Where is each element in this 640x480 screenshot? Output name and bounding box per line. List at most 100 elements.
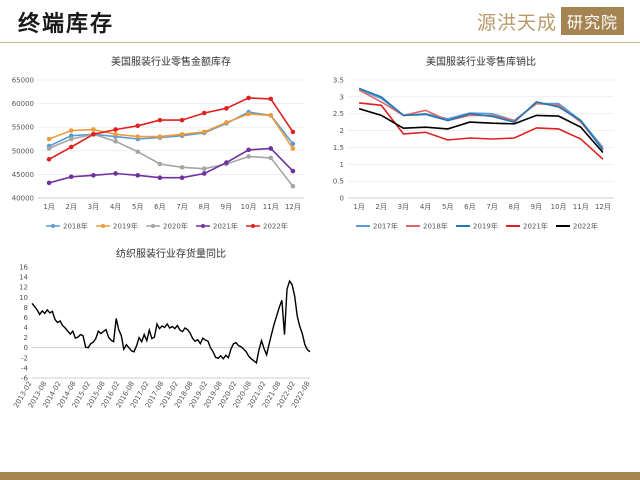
data-point (179, 175, 185, 181)
data-point (268, 96, 274, 102)
data-point (268, 113, 274, 118)
x-tick-label: 2月 (376, 203, 387, 211)
x-tick-label: 3月 (88, 203, 99, 211)
legend-label: 2019年 (113, 222, 138, 231)
data-point (290, 141, 296, 147)
data-point (179, 165, 185, 170)
data-point (224, 106, 229, 111)
x-tick-label: 6月 (154, 203, 165, 211)
data-point (290, 146, 296, 151)
x-tick-label: 7月 (176, 203, 187, 211)
data-point (135, 149, 141, 155)
legend-marker (101, 224, 105, 228)
y-tick-label: 50000 (12, 147, 34, 155)
x-tick-label: 10月 (241, 203, 257, 211)
logo-text: 源洪天成 (476, 11, 557, 34)
series-line (48, 113, 294, 149)
series-line (358, 87, 604, 151)
data-point (179, 131, 185, 137)
retail-inventory-chart: 美国服装行业零售金额库存 40000 45000 50000 55000 60000 650… (12, 55, 304, 231)
data-point (157, 175, 163, 181)
chart-title: 美国服装行业零售金额库存 (111, 55, 231, 68)
data-point (68, 136, 74, 142)
data-point (201, 166, 207, 172)
y-tick-label: 0 (340, 195, 344, 203)
brand-logo: 源洪天成 研究院 (477, 6, 624, 36)
x-tick-label: 9月 (531, 203, 542, 211)
textile-inventory-yoy-chart: 纺织服装行业存货量同比-6-4-202468101214162013-02201… (12, 247, 312, 409)
x-tick-label: 12月 (595, 203, 611, 211)
series-line (359, 102, 604, 160)
legend-label: 2022年 (263, 222, 288, 231)
data-point (290, 168, 296, 174)
y-tick-label: 0.5 (333, 178, 344, 186)
data-point (135, 123, 141, 129)
data-point (91, 173, 96, 178)
inventory-sales-ratio-chart: 美国服装行业零售库销比 0 0.5 1 1.5 2 2.5 3 3.5 1月 2月 3月 4月 5月 6月 7… (333, 55, 614, 231)
y-tick-label: 45000 (12, 171, 34, 179)
data-point (201, 110, 207, 116)
data-point (268, 155, 274, 161)
data-point (91, 131, 96, 137)
x-tick-label: 12月 (285, 203, 301, 211)
chart-title: 纺织服装行业存货量同比 (116, 247, 226, 260)
x-tick-label: 2月 (66, 203, 77, 211)
page-title: 终端库存 (18, 11, 115, 37)
x-tick-label: 1月 (43, 203, 54, 211)
chart-title: 美国服装行业零售库销比 (426, 55, 536, 68)
data-point (46, 180, 52, 186)
data-point (46, 156, 52, 162)
legend-label: 2019年 (473, 222, 498, 231)
x-tick-label: 7月 (486, 203, 497, 211)
data-point (157, 134, 163, 139)
data-point (113, 171, 118, 176)
legend-marker (201, 224, 205, 228)
y-tick-label: 2.5 (333, 110, 344, 118)
y-tick-label: 12 (19, 284, 28, 292)
x-tick-label: 3月 (398, 203, 409, 211)
data-point (246, 111, 251, 117)
legend-marker (51, 224, 55, 228)
y-tick-label: 0 (24, 344, 28, 352)
y-tick-label: 1 (340, 161, 344, 169)
data-point (113, 127, 118, 132)
legend-label: 2020年 (163, 222, 188, 231)
legend-marker (151, 224, 155, 228)
x-tick-label: 1月 (353, 203, 364, 211)
data-point (224, 160, 229, 165)
data-point (157, 117, 163, 123)
y-tick-label: -6 (21, 375, 29, 383)
data-point (246, 154, 251, 159)
y-tick-label: 6 (24, 314, 29, 322)
y-tick-label: 2 (24, 334, 28, 342)
legend-label: 2017年 (373, 222, 398, 231)
y-tick-label: 40000 (12, 195, 34, 203)
series-line (48, 147, 294, 184)
legend-label: 2021年 (213, 222, 238, 231)
data-point (113, 139, 118, 144)
y-tick-label: 2 (340, 127, 344, 135)
series-line (48, 111, 294, 147)
data-point (201, 171, 207, 176)
y-tick-label: 55000 (12, 124, 34, 132)
legend-label: 2018年 (423, 222, 448, 231)
legend-label: 2021年 (523, 222, 548, 231)
header-rule (0, 42, 640, 43)
x-tick-label: 4月 (110, 203, 121, 211)
legend-marker (251, 224, 255, 228)
y-tick-label: 4 (24, 324, 29, 332)
y-tick-label: 65000 (12, 77, 34, 85)
footer-bar (0, 472, 640, 480)
data-point (179, 117, 185, 123)
series-line (48, 133, 294, 187)
data-point (246, 95, 251, 101)
x-tick-label: 8月 (509, 203, 520, 211)
y-tick-label: -4 (21, 364, 29, 372)
data-point (91, 127, 96, 132)
data-point (246, 147, 251, 153)
legend-label: 2022年 (573, 222, 598, 231)
logo-box: 研究院 (560, 7, 624, 35)
series-line (31, 279, 311, 365)
x-tick-label: 4月 (420, 203, 431, 211)
x-tick-label: 11月 (573, 203, 589, 211)
